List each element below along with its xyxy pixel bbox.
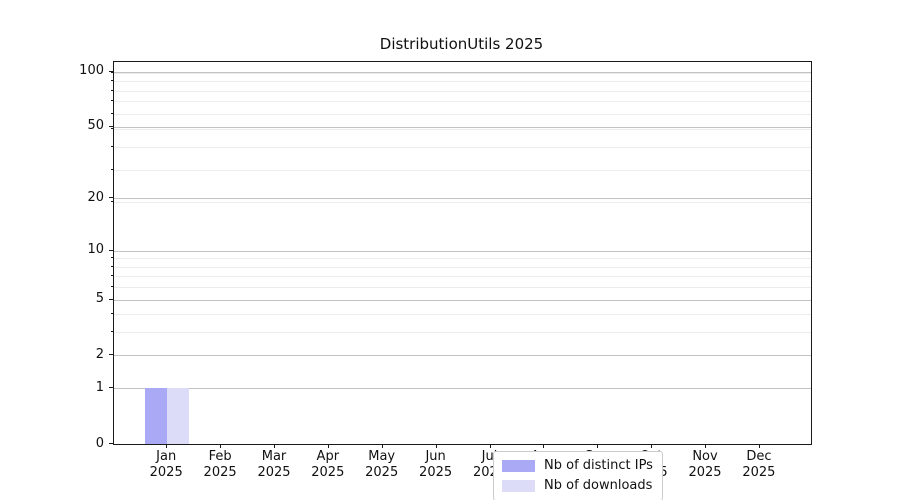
y-minor-tick-mark <box>111 89 113 91</box>
gridline-minor <box>114 314 811 316</box>
y-tick-label: 10 <box>87 242 104 258</box>
gridline-minor <box>114 169 811 171</box>
x-tick-mark <box>220 444 222 448</box>
y-tick-label: 1 <box>95 379 104 395</box>
x-tick-mark <box>705 444 706 448</box>
x-tick-mark <box>381 444 383 448</box>
x-tick-mark <box>327 444 329 448</box>
gridline-minor <box>114 113 811 115</box>
x-tick-mark <box>435 444 437 448</box>
x-tick-mark <box>489 444 491 448</box>
bar-nb-of-distinct-ips <box>145 388 168 444</box>
plot-area: Nb of distinct IPs Nb of downloads <box>113 61 812 500</box>
gridline-minor <box>114 258 811 260</box>
x-tick-mark <box>274 444 275 448</box>
y-tick-mark <box>109 354 113 356</box>
x-tick-mark <box>166 444 168 448</box>
gridline-major <box>114 198 811 200</box>
y-tick-mark <box>109 387 113 389</box>
gridline-minor <box>114 128 811 130</box>
gridline-minor <box>114 332 811 334</box>
legend-label-distinct-ips: Nb of distinct IPs <box>544 458 653 473</box>
x-tick-label: Feb 2025 <box>203 449 237 480</box>
legend-swatch-distinct-ips <box>502 459 535 472</box>
x-tick-mark <box>597 444 599 448</box>
y-tick-mark <box>109 125 113 127</box>
legend-label-downloads: Nb of downloads <box>544 478 653 493</box>
y-minor-tick-mark <box>111 265 113 267</box>
y-tick-label: 2 <box>95 346 104 362</box>
y-minor-tick-mark <box>111 80 113 82</box>
x-tick-mark <box>758 444 760 448</box>
y-minor-tick-mark <box>111 168 113 170</box>
gridline-minor <box>114 266 811 268</box>
gridline-minor <box>114 202 811 204</box>
y-tick-mark <box>109 249 113 251</box>
x-tick-mark <box>543 444 545 448</box>
y-minor-tick-mark <box>111 313 113 315</box>
y-tick-label: 100 <box>79 63 104 79</box>
y-minor-tick-mark <box>111 100 113 102</box>
x-tick-label: Mar 2025 <box>257 449 291 480</box>
gridline-major <box>114 126 811 128</box>
y-minor-tick-mark <box>111 331 113 333</box>
y-tick-label: 20 <box>87 189 104 205</box>
y-minor-tick-mark <box>111 127 113 129</box>
y-minor-tick-mark <box>111 257 113 259</box>
y-tick-label: 50 <box>87 118 104 134</box>
legend-entry-distinct-ips: Nb of distinct IPs <box>502 457 653 474</box>
y-minor-tick-mark <box>111 201 113 203</box>
y-minor-tick-mark <box>111 112 113 114</box>
gridline-minor <box>114 146 811 148</box>
gridline-major <box>114 388 811 390</box>
legend-entry-downloads: Nb of downloads <box>502 477 653 494</box>
x-tick-label: Apr 2025 <box>311 449 345 480</box>
x-tick-label: Jan 2025 <box>149 449 183 480</box>
x-tick-label: Jun 2025 <box>419 449 453 480</box>
gridline-major <box>114 355 811 357</box>
x-tick-label: Nov 2025 <box>688 449 722 480</box>
y-tick-label: 0 <box>95 435 104 451</box>
gridline-minor <box>114 287 811 289</box>
gridline-major <box>114 299 811 301</box>
gridline-minor <box>114 81 811 83</box>
y-minor-tick-mark <box>111 275 113 277</box>
x-tick-mark <box>651 444 653 448</box>
gridline-minor <box>114 101 811 103</box>
chart-title: DistributionUtils 2025 <box>379 35 544 53</box>
y-tick-mark <box>109 70 113 72</box>
y-tick-mark <box>109 298 113 300</box>
legend: Nb of distinct IPs Nb of downloads <box>493 451 663 500</box>
gridline-minor <box>114 72 811 74</box>
y-tick-label: 5 <box>95 291 104 306</box>
gridline-major <box>114 250 811 252</box>
legend-swatch-downloads <box>502 479 535 492</box>
bar-nb-of-downloads <box>167 388 190 444</box>
y-minor-tick-mark <box>111 145 113 147</box>
y-tick-mark <box>109 443 113 444</box>
gridline-minor <box>114 90 811 92</box>
y-minor-tick-mark <box>111 286 113 288</box>
gridline-major <box>114 71 811 73</box>
gridline-minor <box>114 276 811 278</box>
y-tick-mark <box>109 197 113 199</box>
y-minor-tick-mark <box>111 71 113 73</box>
x-tick-label: May 2025 <box>365 449 399 480</box>
x-tick-label: Dec 2025 <box>742 449 776 480</box>
